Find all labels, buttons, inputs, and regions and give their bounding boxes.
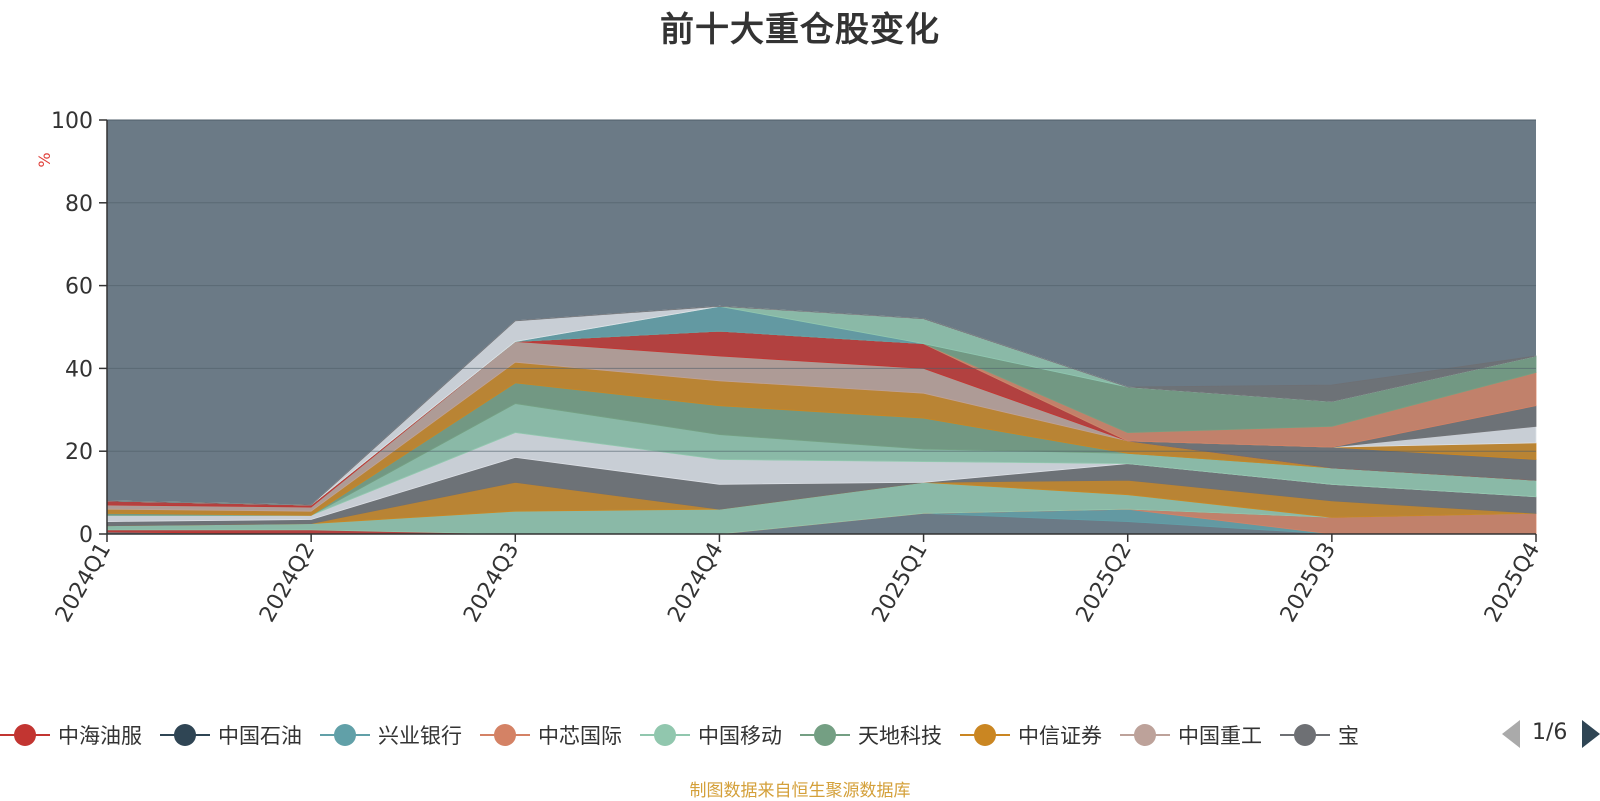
x-tick-label: 2024Q2	[255, 539, 320, 627]
area-series-22	[106, 305, 1537, 506]
legend-label: 天地科技	[858, 724, 942, 748]
legend-items: 中海油服 中国石油 兴业银行 中芯国际 中国移动 天地科技 中信证券 中国重工 宝	[0, 712, 1485, 758]
legend-marker-icon	[0, 723, 50, 747]
x-tick-label: 2025Q4	[1480, 539, 1545, 627]
legend-marker-icon	[960, 723, 1010, 747]
source-note: 制图数据来自恒生聚源数据库	[689, 781, 911, 801]
legend-item[interactable]: 中国重工	[1120, 712, 1262, 758]
legend-marker-icon	[160, 723, 210, 747]
legend-item[interactable]: 中国移动	[640, 712, 782, 758]
y-tick-label: 20	[65, 440, 93, 465]
legend-marker-icon	[1280, 723, 1330, 747]
y-tick-label: 0	[79, 523, 93, 548]
x-tick-label: 2024Q1	[51, 539, 116, 627]
y-tick-label: 80	[65, 192, 93, 217]
legend-marker-icon	[1120, 723, 1170, 747]
legend-label: 中国石油	[218, 724, 302, 748]
legend-item[interactable]: 中海油服	[0, 712, 142, 758]
legend-pager: 1/6	[1500, 712, 1600, 758]
legend-label: 中海油服	[58, 724, 142, 748]
legend-item[interactable]: 中信证券	[960, 712, 1102, 758]
legend-marker-icon	[320, 723, 370, 747]
legend-marker-icon	[480, 723, 530, 747]
y-tick-label: 100	[51, 109, 93, 134]
legend-item[interactable]: 天地科技	[800, 712, 942, 758]
legend-label: 宝	[1338, 724, 1359, 748]
legend-item[interactable]: 中国石油	[160, 712, 302, 758]
y-axis-unit-label: %	[35, 152, 54, 167]
chart-title: 前十大重仓股变化	[660, 10, 940, 50]
legend-label: 中信证券	[1018, 724, 1102, 748]
chart-canvas: 0 20 40 60 80 100 2024Q1 2024Q2 2024Q3 2024Q4 2025…	[35, 109, 1545, 627]
x-tick-label: 2025Q2	[1072, 539, 1137, 627]
triangle-left-icon[interactable]	[1502, 720, 1520, 748]
y-tick-label: 60	[65, 275, 93, 300]
legend-label: 中芯国际	[538, 724, 622, 748]
x-tick-label: 2025Q3	[1276, 539, 1341, 627]
legend: 中海油服 中国石油 兴业银行 中芯国际 中国移动 天地科技 中信证券 中国重工 宝 1/6	[0, 712, 1600, 758]
legend-item[interactable]: 兴业银行	[320, 712, 462, 758]
legend-page-indicator: 1/6	[1532, 720, 1568, 745]
legend-label: 中国移动	[698, 724, 782, 748]
legend-item[interactable]: 中芯国际	[480, 712, 622, 758]
legend-label: 中国重工	[1178, 724, 1262, 748]
y-tick-label: 40	[65, 357, 93, 382]
legend-marker-icon	[800, 723, 850, 747]
x-tick-label: 2024Q3	[459, 539, 524, 627]
x-tick-label: 2025Q1	[867, 539, 932, 627]
triangle-right-icon[interactable]	[1582, 720, 1600, 748]
legend-label: 兴业银行	[378, 724, 462, 748]
x-tick-label: 2024Q4	[663, 539, 728, 627]
legend-item[interactable]: 宝	[1280, 712, 1359, 758]
legend-marker-icon	[640, 723, 690, 747]
area-series-group	[106, 305, 1537, 535]
grid-lines	[107, 119, 1536, 452]
